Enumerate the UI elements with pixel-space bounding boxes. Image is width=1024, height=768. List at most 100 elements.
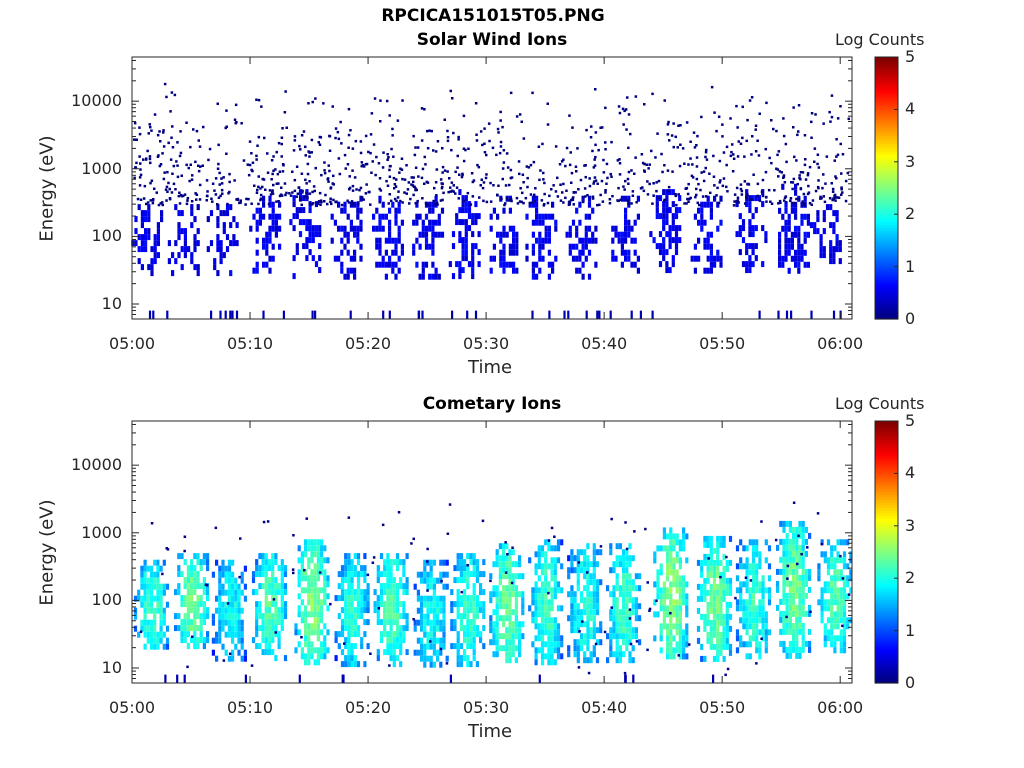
heatmap-cell: [323, 587, 327, 594]
heatmap-cell: [429, 583, 433, 590]
heatmap-cell: [521, 609, 525, 616]
heatmap-cell: [623, 671, 627, 675]
heatmap-cell: [436, 655, 440, 662]
heatmap-cell: [657, 179, 661, 183]
heatmap-cell: [534, 623, 538, 630]
heatmap-cell: [326, 557, 330, 564]
heatmap-cell: [346, 249, 350, 256]
heatmap-cell: [395, 178, 398, 181]
heatmap-cell: [826, 563, 831, 570]
heatmap-cell: [535, 201, 539, 208]
heatmap-cell: [311, 225, 315, 232]
heatmap-cell: [314, 261, 319, 268]
heatmap-cell: [556, 641, 561, 648]
heatmap-cell: [297, 557, 301, 564]
heatmap-cell: [842, 605, 847, 612]
heatmap-cell: [463, 613, 467, 620]
heatmap-cell: [782, 520, 786, 527]
heatmap-cell: [344, 595, 348, 602]
heatmap-cell: [518, 621, 522, 628]
heatmap-cell: [609, 645, 613, 652]
heatmap-cell: [846, 539, 850, 546]
heatmap-cell: [725, 577, 729, 584]
heatmap-cell: [375, 237, 379, 244]
heatmap-cell: [682, 533, 686, 540]
heatmap-cell: [830, 611, 834, 618]
heatmap-cell: [808, 646, 812, 653]
colorbar-segment: [875, 436, 898, 440]
heatmap-cell: [748, 267, 752, 274]
heatmap-cell: [386, 613, 390, 620]
heatmap-cell: [453, 643, 457, 650]
heatmap-cell: [560, 653, 564, 660]
heatmap-cell: [709, 601, 713, 608]
heatmap-cell: [432, 199, 435, 203]
heatmap-cell: [292, 225, 296, 232]
heatmap-cell: [535, 261, 539, 268]
heatmap-cell: [652, 237, 656, 244]
heatmap-cell: [570, 621, 574, 628]
heatmap-cell: [550, 623, 554, 630]
heatmap-cell: [378, 195, 382, 202]
heatmap-cell: [386, 571, 390, 578]
heatmap-cell: [190, 258, 194, 265]
heatmap-cell: [820, 611, 824, 618]
heatmap-cell: [337, 643, 341, 650]
burst-3: [251, 553, 288, 662]
heatmap-cell: [518, 645, 522, 652]
heatmap-cell: [300, 551, 304, 558]
heatmap-cell: [475, 661, 479, 668]
heatmap-cell: [587, 671, 591, 675]
heatmap-cell: [392, 661, 396, 668]
heatmap-cell: [305, 517, 308, 520]
heatmap-cell: [415, 213, 419, 220]
heatmap-cell: [615, 615, 619, 622]
heatmap-cell: [659, 623, 663, 630]
heatmap-cell: [373, 607, 377, 614]
burst-5: [334, 553, 370, 668]
heatmap-cell: [784, 201, 788, 208]
heatmap-cell: [159, 583, 163, 590]
heatmap-cell: [350, 589, 354, 596]
heatmap-cell: [594, 225, 598, 232]
heatmap-cell: [779, 538, 783, 545]
heatmap-cell: [453, 577, 457, 584]
heatmap-cell: [754, 150, 758, 153]
heatmap-cell: [501, 177, 504, 181]
heatmap-cell: [386, 619, 390, 626]
heatmap-cell: [147, 264, 151, 271]
heatmap-cell: [764, 539, 768, 546]
heatmap-cell: [560, 587, 564, 594]
heatmap-cell: [622, 123, 625, 126]
heatmap-cell: [271, 559, 275, 566]
heatmap-cell: [439, 661, 443, 668]
heatmap-cell: [144, 246, 148, 253]
heatmap-cell: [394, 237, 398, 244]
heatmap-cell: [573, 645, 577, 652]
heatmap-cell: [526, 185, 529, 189]
heatmap-cell: [779, 628, 783, 635]
heatmap-cell: [337, 157, 341, 160]
heatmap-cell: [544, 563, 548, 570]
heatmap-cell: [388, 237, 392, 244]
heatmap-cell: [505, 645, 509, 652]
heatmap-cell: [568, 249, 572, 256]
heatmap-cell: [190, 577, 194, 584]
heatmap-cell: [767, 629, 772, 636]
heatmap-cell: [511, 561, 515, 568]
heatmap-cell: [426, 637, 430, 644]
heatmap-cell: [612, 597, 616, 604]
heatmap-cell: [662, 587, 666, 594]
heatmap-cell: [236, 197, 240, 201]
heatmap-cell: [171, 252, 175, 259]
heatmap-cell: [745, 617, 749, 624]
heatmap-cell: [437, 231, 441, 238]
heatmap-cell: [363, 631, 367, 638]
heatmap-cell: [153, 246, 157, 253]
heatmap-cell: [719, 255, 723, 262]
heatmap-cell: [240, 577, 244, 584]
heatmap-cell: [700, 115, 703, 119]
heatmap-cell: [307, 587, 311, 594]
heatmap-cell: [474, 219, 478, 226]
heatmap-cell: [153, 258, 157, 265]
